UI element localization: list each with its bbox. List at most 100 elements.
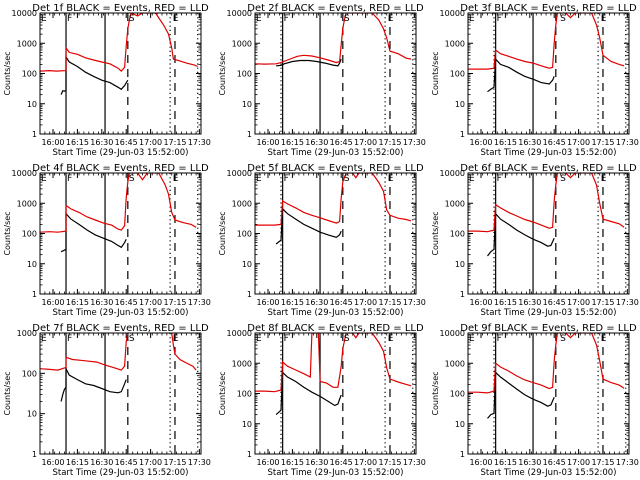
- x-axis-label: Start Time (29-Jun-03 15:52:00): [53, 148, 189, 158]
- series-lld: [468, 173, 625, 233]
- interval-marker: S: [129, 174, 135, 184]
- x-tick-label: 16:45: [330, 458, 353, 467]
- panel-title: Det 9f BLACK = Events, RED = LLD: [460, 323, 637, 334]
- y-tick-label: 10: [455, 260, 465, 269]
- interval-marker: E: [388, 174, 394, 184]
- x-tick-label: 16:45: [543, 298, 566, 307]
- interval-marker: E: [601, 14, 607, 24]
- x-tick-label: 17:30: [403, 298, 426, 307]
- x-tick-label: 16:00: [469, 298, 492, 307]
- x-tick-label: 16:15: [281, 458, 304, 467]
- interval-marker: E: [173, 334, 179, 344]
- x-tick-label: 16:15: [66, 458, 89, 467]
- y-tick-label: 1: [32, 450, 37, 459]
- y-tick-label: 100: [450, 230, 465, 239]
- x-tick-label: 17:15: [163, 138, 186, 147]
- x-tick-label: 16:15: [494, 138, 517, 147]
- x-tick-label: 17:00: [139, 138, 162, 147]
- x-tick-label: 16:15: [66, 298, 89, 307]
- panel-title: Det 4f BLACK = Events, RED = LLD: [32, 163, 209, 174]
- y-tick-label: 1000: [445, 199, 465, 208]
- y-tick-label: 100: [450, 70, 465, 79]
- y-axis-label: Counts/sec: [431, 371, 440, 415]
- series-events: [275, 207, 342, 245]
- plot-frame: [467, 332, 630, 455]
- y-axis-label: Counts/sec: [431, 51, 440, 95]
- x-tick-label: 16:15: [281, 298, 304, 307]
- x-tick-label: 17:00: [567, 458, 590, 467]
- x-tick-label: 16:45: [115, 458, 138, 467]
- x-tick-label: 16:45: [115, 298, 138, 307]
- y-tick-label: 10: [242, 260, 252, 269]
- plot-frame: [467, 12, 630, 135]
- panel-det-8: Det 8f BLACK = Events, RED = LLD Counts/s…: [218, 323, 426, 478]
- interval-marker: E: [388, 334, 394, 344]
- x-tick-label: 17:00: [567, 298, 590, 307]
- y-tick-label: 1: [247, 450, 252, 459]
- x-tick-label: 17:15: [591, 458, 614, 467]
- interval-marker: E: [41, 174, 47, 184]
- interval-marker: E: [469, 14, 475, 24]
- interval-marker: E: [41, 14, 47, 24]
- x-tick-label: 16:00: [256, 138, 279, 147]
- panel-title: Det 8f BLACK = Events, RED = LLD: [247, 323, 424, 334]
- x-tick-label: 17:00: [354, 138, 377, 147]
- x-tick-label: 16:00: [256, 298, 279, 307]
- x-axis-label: Start Time (29-Jun-03 15:52:00): [53, 308, 189, 318]
- x-axis-label: Start Time (29-Jun-03 15:52:00): [268, 468, 404, 478]
- y-tick-label: 10000: [227, 9, 252, 18]
- panel-det-7: Det 7f BLACK = Events, RED = LLD Counts/s…: [3, 323, 211, 478]
- series-events: [60, 212, 127, 253]
- y-tick-label: 10000: [440, 329, 465, 338]
- x-tick-label: 16:45: [330, 298, 353, 307]
- panel-det-3: Det 3f BLACK = Events, RED = LLD Counts/s…: [431, 3, 639, 158]
- interval-marker: F: [497, 174, 502, 184]
- series-lld: [40, 13, 198, 72]
- x-tick-label: 17:15: [378, 298, 401, 307]
- interval-marker: E: [601, 334, 607, 344]
- x-tick-label: 16:00: [41, 298, 64, 307]
- x-tick-label: 16:15: [494, 298, 517, 307]
- y-tick-label: 10: [455, 420, 465, 429]
- plot-frame: [254, 172, 417, 295]
- interval-marker: S: [560, 174, 566, 184]
- y-tick-label: 100: [22, 369, 37, 378]
- interval-marker: F: [284, 14, 289, 24]
- interval-marker: E: [173, 14, 179, 24]
- y-tick-label: 1: [247, 290, 252, 299]
- interval-marker: E: [388, 14, 394, 24]
- x-tick-label: 16:30: [518, 458, 541, 467]
- series-events: [487, 212, 555, 257]
- y-axis-label: Counts/sec: [218, 371, 227, 415]
- x-tick-label: 16:45: [330, 138, 353, 147]
- panel-title: Det 6f BLACK = Events, RED = LLD: [460, 163, 637, 174]
- x-tick-label: 17:30: [616, 458, 639, 467]
- interval-marker: S: [344, 334, 350, 344]
- interval-marker: E: [173, 174, 179, 184]
- panel-det-1: Det 1f BLACK = Events, RED = LLD Counts/s…: [3, 3, 211, 158]
- panel-det-2: Det 2f BLACK = Events, RED = LLD Counts/s…: [218, 3, 426, 158]
- interval-marker: F: [497, 334, 502, 344]
- y-axis-label: Counts/sec: [3, 51, 12, 95]
- y-tick-label: 10000: [440, 9, 465, 18]
- interval-marker: E: [41, 334, 47, 344]
- y-tick-label: 10: [242, 100, 252, 109]
- x-tick-label: 16:00: [41, 458, 64, 467]
- x-tick-label: 16:15: [281, 138, 304, 147]
- series-events: [60, 368, 127, 402]
- x-tick-label: 16:45: [543, 138, 566, 147]
- plot-frame: [39, 172, 202, 295]
- y-tick-label: 10: [455, 100, 465, 109]
- x-tick-label: 17:30: [188, 458, 211, 467]
- series-lld: [255, 333, 412, 393]
- y-tick-label: 1000: [232, 39, 252, 48]
- y-tick-label: 100: [450, 390, 465, 399]
- interval-marker: F: [67, 334, 72, 344]
- series-lld: [468, 13, 625, 70]
- interval-marker: E: [256, 174, 262, 184]
- x-axis-label: Start Time (29-Jun-03 15:52:00): [481, 308, 617, 318]
- interval-marker: E: [469, 334, 475, 344]
- series-lld: [40, 333, 129, 371]
- interval-marker: E: [469, 174, 475, 184]
